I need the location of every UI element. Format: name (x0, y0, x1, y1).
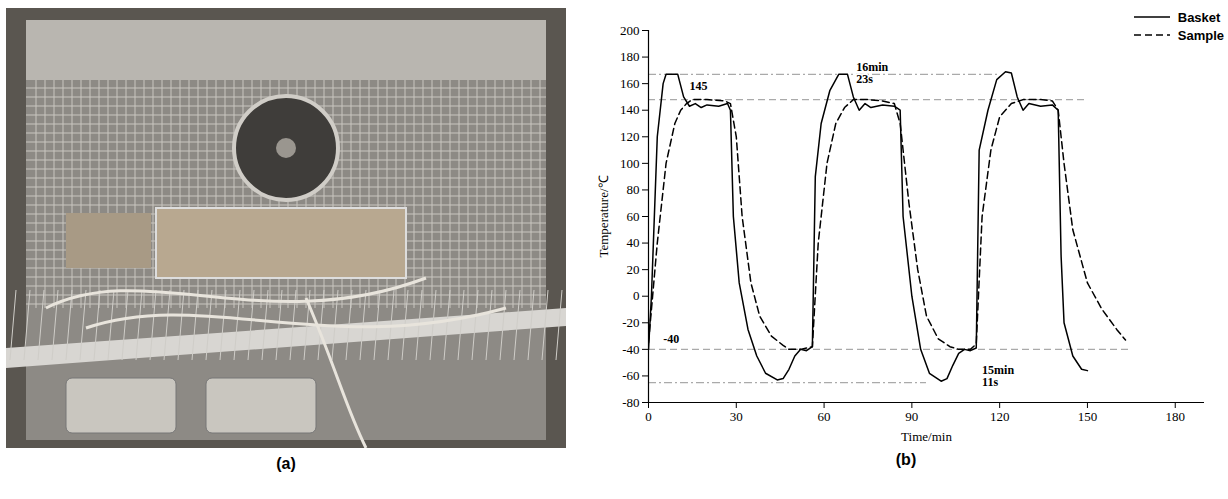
svg-text:0: 0 (645, 409, 652, 424)
svg-text:-20: -20 (622, 315, 639, 330)
svg-text:80: 80 (627, 182, 640, 197)
svg-text:90: 90 (905, 409, 918, 424)
svg-text:40: 40 (627, 235, 640, 250)
svg-text:-40: -40 (663, 332, 679, 346)
svg-text:0: 0 (633, 288, 640, 303)
svg-text:-40: -40 (622, 342, 639, 357)
svg-text:Time/min: Time/min (901, 429, 952, 444)
svg-text:140: 140 (620, 102, 640, 117)
svg-text:150: 150 (1078, 409, 1098, 424)
svg-text:-80: -80 (622, 395, 639, 410)
svg-text:-60: -60 (622, 368, 639, 383)
svg-text:60: 60 (818, 409, 831, 424)
svg-text:160: 160 (620, 76, 640, 91)
svg-text:120: 120 (990, 409, 1010, 424)
html-text:(b): (b) (895, 451, 917, 468)
svg-text:15min11s: 15min11s (982, 363, 1014, 389)
svg-text:30: 30 (730, 409, 743, 424)
svg-text:16min23s: 16min23s (856, 60, 888, 86)
svg-text:60: 60 (627, 209, 640, 224)
svg-text:20: 20 (627, 262, 640, 277)
svg-text:180: 180 (1165, 409, 1185, 424)
svg-text:100: 100 (620, 156, 640, 171)
svg-text:120: 120 (620, 129, 640, 144)
html-text:Basket: Basket (1177, 9, 1221, 25)
svg-text:180: 180 (620, 49, 640, 64)
html-text:(a): (a) (276, 455, 296, 472)
svg-text:145: 145 (689, 79, 707, 93)
html-text:Sample: Sample (1177, 27, 1224, 43)
svg-text:Temperature/℃: Temperature/℃ (596, 175, 611, 257)
svg-text:200: 200 (620, 23, 640, 38)
